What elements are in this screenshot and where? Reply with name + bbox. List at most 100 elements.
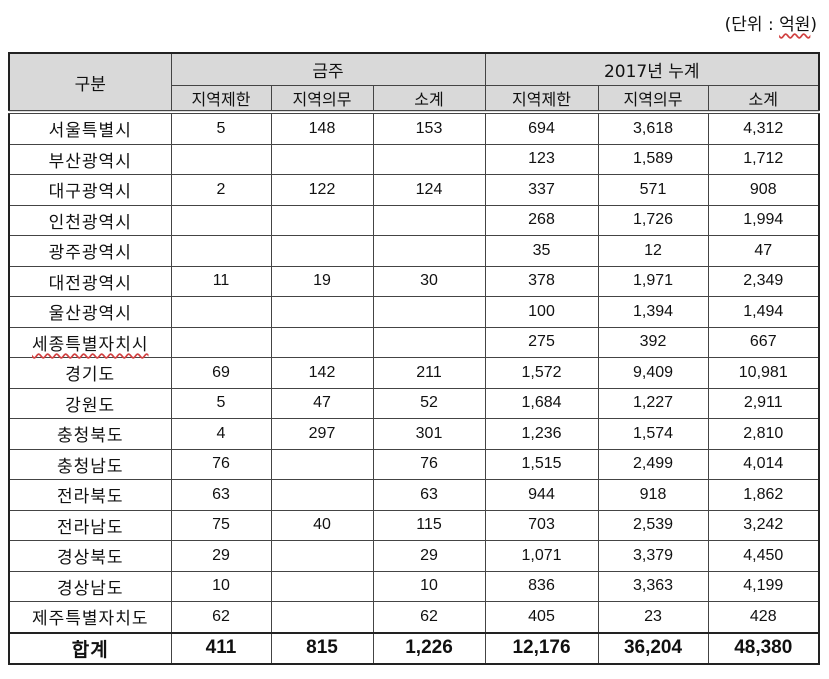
cell-value — [270, 326, 374, 358]
cell-value: 5 — [170, 387, 272, 419]
cell-value: 411 — [170, 631, 272, 665]
table-row: 충청북도 4 297 301 1,236 1,574 2,810 — [8, 418, 820, 450]
cell-value: 836 — [484, 570, 599, 602]
cell-value: 944 — [484, 479, 599, 511]
cell-value: 35 — [484, 235, 599, 267]
table-row: 대전광역시 11 19 30 378 1,971 2,349 — [8, 265, 820, 297]
cell-value: 36,204 — [597, 631, 709, 665]
cell-value: 62 — [170, 601, 272, 633]
cell-value — [170, 235, 272, 267]
cell-value — [270, 601, 374, 633]
region-label: 전라북도 — [56, 487, 124, 508]
table-row: 부산광역시 123 1,589 1,712 — [8, 143, 820, 175]
cell-value — [270, 235, 374, 267]
cell-value: 62 — [372, 601, 486, 633]
cell-value: 47 — [270, 387, 374, 419]
cell-value — [372, 326, 486, 358]
cell-value: 1,494 — [707, 296, 820, 328]
region-label: 충청남도 — [56, 456, 124, 477]
region-label: 울산광역시 — [48, 304, 132, 325]
cell-value — [170, 296, 272, 328]
region-name: 경상남도 — [8, 570, 172, 602]
cell-value: 63 — [170, 479, 272, 511]
region-name: 부산광역시 — [8, 143, 172, 175]
cell-value: 1,684 — [484, 387, 599, 419]
header-this-week: 금주 — [170, 52, 486, 86]
region-label: 부산광역시 — [48, 151, 132, 172]
cell-value: 4,450 — [707, 540, 820, 572]
cell-value: 52 — [372, 387, 486, 419]
cell-value: 29 — [170, 540, 272, 572]
cell-value — [372, 235, 486, 267]
region-label: 강원도 — [65, 395, 116, 416]
cell-value: 2,810 — [707, 418, 820, 450]
region-label: 서울특별시 — [48, 121, 132, 142]
cell-value: 142 — [270, 357, 374, 389]
table-row: 경상북도 29 29 1,071 3,379 4,450 — [8, 540, 820, 572]
cell-value: 815 — [270, 631, 374, 665]
cell-value — [170, 326, 272, 358]
region-name: 서울특별시 — [8, 111, 172, 145]
cell-value: 4,014 — [707, 448, 820, 480]
region-name: 인천광역시 — [8, 204, 172, 236]
cell-value: 3,379 — [597, 540, 709, 572]
cell-value: 1,712 — [707, 143, 820, 175]
cell-value: 1,226 — [372, 631, 486, 665]
region-label: 대구광역시 — [48, 182, 132, 203]
cell-value: 2,911 — [707, 387, 820, 419]
cell-value: 153 — [372, 111, 486, 145]
region-label: 인천광역시 — [48, 212, 132, 233]
cell-value: 1,236 — [484, 418, 599, 450]
cell-value: 301 — [372, 418, 486, 450]
table-row: 제주특별자치도 62 62 405 23 428 — [8, 601, 820, 633]
cell-value: 667 — [707, 326, 820, 358]
cell-value: 76 — [372, 448, 486, 480]
cell-value — [372, 143, 486, 175]
cell-value: 918 — [597, 479, 709, 511]
region-name: 경기도 — [8, 357, 172, 389]
table-row: 전라남도 75 40 115 703 2,539 3,242 — [8, 509, 820, 541]
cell-value: 908 — [707, 174, 820, 206]
cell-value — [170, 143, 272, 175]
cell-value: 9,409 — [597, 357, 709, 389]
cell-value: 1,726 — [597, 204, 709, 236]
cell-value: 1,071 — [484, 540, 599, 572]
region-name: 대구광역시 — [8, 174, 172, 206]
cell-value: 124 — [372, 174, 486, 206]
cell-value: 1,394 — [597, 296, 709, 328]
cell-value: 12 — [597, 235, 709, 267]
region-name: 합계 — [8, 631, 172, 665]
cell-value — [270, 204, 374, 236]
cell-value: 4,199 — [707, 570, 820, 602]
subheader: 지역제한 — [170, 85, 272, 114]
cell-value — [270, 570, 374, 602]
cell-value: 48,380 — [707, 631, 820, 665]
cell-value: 703 — [484, 509, 599, 541]
region-name: 강원도 — [8, 387, 172, 419]
cell-value: 69 — [170, 357, 272, 389]
cell-value: 19 — [270, 265, 374, 297]
cell-value — [170, 204, 272, 236]
cell-value: 115 — [372, 509, 486, 541]
cell-value: 1,515 — [484, 448, 599, 480]
cell-value: 1,589 — [597, 143, 709, 175]
table-row: 세종특별자치시 275 392 667 — [8, 326, 820, 358]
region-label: 경기도 — [65, 365, 116, 386]
region-label: 제주특별자치도 — [32, 609, 149, 630]
subheader: 지역의무 — [597, 85, 709, 114]
cell-value — [270, 296, 374, 328]
cell-value: 405 — [484, 601, 599, 633]
table-row: 강원도 5 47 52 1,684 1,227 2,911 — [8, 387, 820, 419]
cell-value: 2,349 — [707, 265, 820, 297]
cell-value — [372, 296, 486, 328]
cell-value: 268 — [484, 204, 599, 236]
region-name: 대전광역시 — [8, 265, 172, 297]
cell-value: 10,981 — [707, 357, 820, 389]
cell-value: 100 — [484, 296, 599, 328]
cell-value: 1,574 — [597, 418, 709, 450]
region-label: 세종특별자치시 — [32, 334, 149, 355]
regional-procurement-table: 구분 금주 2017년 누계 지역제한 지역의무 소계 지역제한 지역의무 소계 서울특별… — [8, 52, 820, 665]
unit-label: (단위 : 억원) — [724, 15, 817, 35]
cell-value: 2 — [170, 174, 272, 206]
region-label: 전라남도 — [56, 517, 124, 538]
